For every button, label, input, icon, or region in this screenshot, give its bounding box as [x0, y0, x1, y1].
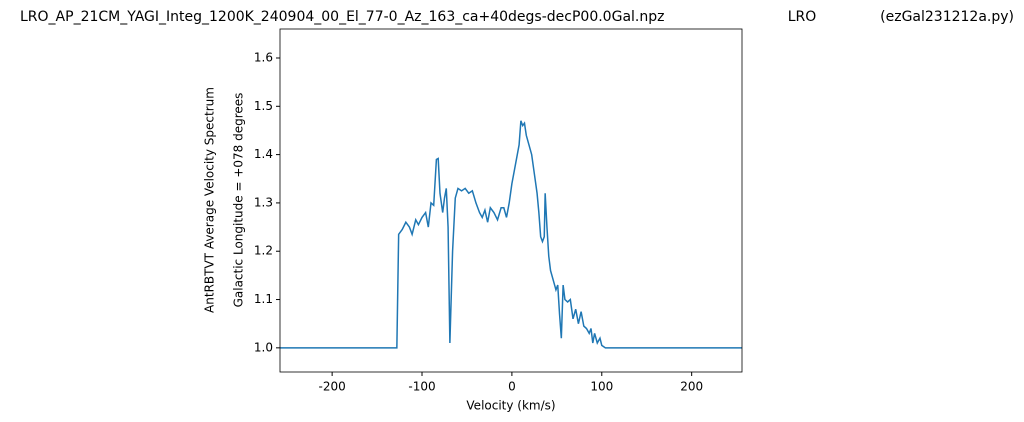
x-axis-label: Velocity (km/s) [466, 399, 555, 413]
x-tick-label: 100 [590, 380, 613, 394]
y-axis-label: AntRBTVT Average Velocity Spectrum [203, 87, 217, 313]
y-tick-label: 1.1 [254, 292, 273, 306]
chart-title: LRO_AP_21CM_YAGI_Integ_1200K_240904_00_E… [20, 9, 664, 25]
x-tick-label: 200 [680, 380, 703, 394]
y-tick-label: 1.2 [254, 244, 273, 258]
plot-frame [279, 28, 743, 373]
y-tick-label: 1.3 [254, 195, 273, 209]
x-tick-label: -100 [408, 380, 435, 394]
chart-title: LRO [788, 9, 817, 25]
y-tick-label: 1.5 [254, 99, 273, 113]
chart-title: (ezGal231212a.py) [880, 9, 1014, 25]
x-tick-label: 0 [508, 380, 516, 394]
x-tick-label: -200 [319, 380, 346, 394]
y-tick-label: 1.4 [254, 147, 273, 161]
y-tick-label: 1.6 [254, 50, 273, 64]
y-tick-label: 1.0 [254, 340, 273, 354]
line [280, 120, 742, 349]
y-axis-label: Galactic Longitude = +078 degrees [232, 93, 246, 308]
